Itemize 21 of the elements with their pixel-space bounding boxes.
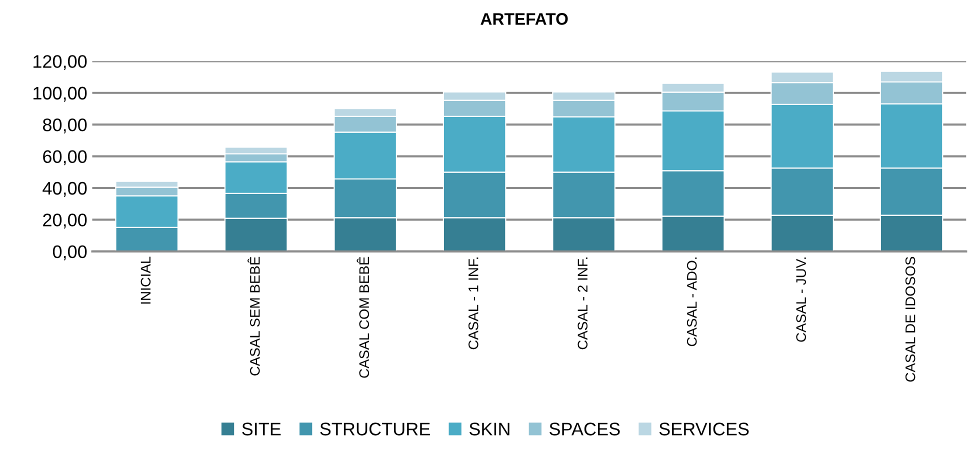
x-tick-label: CASAL - 2 INF. <box>578 258 588 350</box>
x-tick-label: CASAL DE IDOSOS <box>905 256 916 382</box>
legend-label: SITE <box>242 422 281 436</box>
y-tick-label: 100,00 <box>34 86 87 102</box>
x-tick-label: CASAL - ADO. <box>686 258 697 346</box>
y-tick-label: 80,00 <box>42 118 87 134</box>
legend-label: SKIN <box>469 422 510 436</box>
y-tick-label: 60,00 <box>43 150 87 166</box>
x-tick-label: CASAL COM BEBÊ <box>356 256 370 378</box>
x-tick-label: CASAL - JUV. <box>796 258 806 342</box>
chart-title: ARTEFATO <box>480 13 568 25</box>
y-tick-label: 20,00 <box>43 214 87 229</box>
y-tick-label: 120,00 <box>34 55 87 70</box>
x-tick-label: INICIAL <box>140 256 151 304</box>
legend-label: SERVICES <box>659 422 749 436</box>
legend-label: STRUCTURE <box>320 422 430 436</box>
legend-label: SPACES <box>550 422 620 436</box>
x-tick-label: CASAL SEM BEBÊ <box>248 256 260 376</box>
x-tick-label: CASAL - 1 INF. <box>468 258 478 350</box>
y-tick-label: 0,00 <box>52 245 87 260</box>
y-tick-label: 40,00 <box>42 182 87 197</box>
